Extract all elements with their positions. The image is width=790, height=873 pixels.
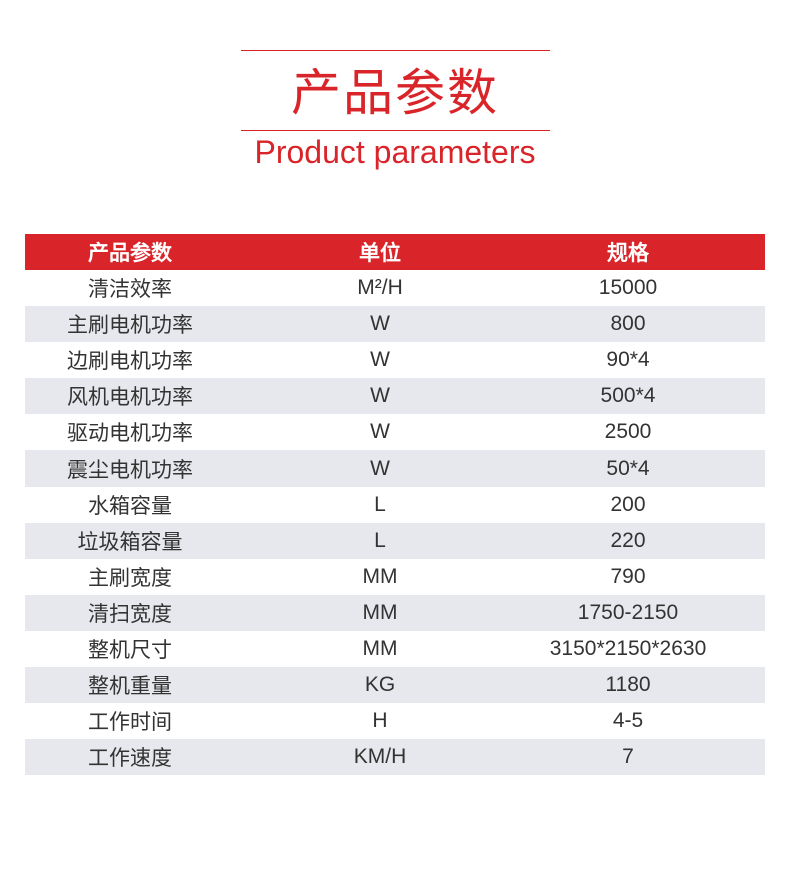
table-cell: MM bbox=[362, 636, 398, 660]
top-divider bbox=[241, 50, 550, 51]
table-cell: 220 bbox=[610, 528, 646, 552]
table-cell: 1750-2150 bbox=[577, 600, 679, 624]
table-cell: 清洁效率 bbox=[88, 277, 172, 302]
table-cell: 主刷宽度 bbox=[88, 565, 172, 590]
table-cell: 水箱容量 bbox=[88, 493, 172, 518]
table-cell: W bbox=[370, 312, 390, 336]
table-cell: 800 bbox=[610, 312, 646, 336]
table-cell: 边刷电机功率 bbox=[67, 349, 193, 374]
table-cell: W bbox=[370, 456, 390, 480]
table-row: 工作时间 H 4-5 bbox=[25, 703, 765, 739]
page-title: 产品参数 bbox=[291, 64, 499, 122]
table-row: 工作速度 KM/H 7 bbox=[25, 739, 765, 776]
table-cell: 200 bbox=[610, 492, 646, 516]
table-cell: 工作时间 bbox=[88, 710, 172, 735]
table-cell: 整机尺寸 bbox=[88, 637, 172, 662]
table-cell: M²/H bbox=[357, 276, 403, 300]
table-row: 整机尺寸 MM 3150*2150*2630 bbox=[25, 631, 765, 667]
header-cell: 规格 bbox=[607, 241, 649, 265]
table-cell: 790 bbox=[610, 564, 646, 588]
table-row: 清洁效率 M²/H 15000 bbox=[25, 270, 765, 306]
table-cell: 风机电机功率 bbox=[67, 385, 193, 410]
table-row: 主刷宽度 MM 790 bbox=[25, 559, 765, 595]
table-cell: 500*4 bbox=[600, 384, 656, 408]
table-row: 震尘电机功率 W 50*4 bbox=[25, 450, 765, 487]
table-cell: 15000 bbox=[598, 276, 658, 300]
table-row: 整机重量 KG 1180 bbox=[25, 667, 765, 704]
table-cell: 3150*2150*2630 bbox=[549, 636, 707, 660]
page-subtitle: Product parameters bbox=[254, 134, 536, 170]
table-cell: 1180 bbox=[605, 673, 651, 697]
table-cell: 垃圾箱容量 bbox=[77, 529, 183, 554]
parameters-table: 产品参数 单位 规格 清洁效率 M²/H 15000 主刷电机功率 W 800 边刷电机功率… bbox=[25, 234, 765, 776]
table-cell: 震尘电机功率 bbox=[67, 457, 193, 482]
table-cell: 4-5 bbox=[612, 709, 644, 733]
table-cell: L bbox=[374, 528, 386, 552]
table-header: 产品参数 单位 规格 bbox=[25, 234, 765, 270]
table-cell: W bbox=[370, 348, 390, 372]
table-cell: 7 bbox=[622, 745, 634, 769]
table-cell: 50*4 bbox=[606, 456, 650, 480]
table-cell: L bbox=[374, 492, 386, 516]
table-row: 水箱容量 L 200 bbox=[25, 487, 765, 523]
middle-divider bbox=[241, 130, 550, 131]
table-cell: 2500 bbox=[604, 420, 652, 444]
table-cell: MM bbox=[362, 564, 398, 588]
table-cell: H bbox=[372, 709, 388, 733]
table-cell: W bbox=[370, 384, 390, 408]
table-cell: 主刷电机功率 bbox=[67, 313, 193, 338]
header-cell: 产品参数 bbox=[88, 241, 172, 265]
table-row: 边刷电机功率 W 90*4 bbox=[25, 342, 765, 378]
table-cell: KM/H bbox=[353, 745, 407, 769]
table-row: 驱动电机功率 W 2500 bbox=[25, 414, 765, 450]
table-cell: MM bbox=[362, 600, 398, 624]
table-cell: 清扫宽度 bbox=[88, 601, 172, 626]
table-cell: 90*4 bbox=[606, 348, 650, 372]
table-cell: 整机重量 bbox=[88, 674, 172, 699]
table-row: 清扫宽度 MM 1750-2150 bbox=[25, 594, 765, 631]
table-cell: 工作速度 bbox=[88, 746, 172, 771]
table-row: 主刷电机功率 W 800 bbox=[25, 306, 765, 343]
table-cell: KG bbox=[364, 673, 396, 697]
table-row: 风机电机功率 W 500*4 bbox=[25, 378, 765, 415]
table-row: 垃圾箱容量 L 220 bbox=[25, 522, 765, 559]
header-cell: 单位 bbox=[359, 241, 401, 265]
table-cell: 驱动电机功率 bbox=[67, 421, 193, 446]
table-cell: W bbox=[370, 420, 390, 444]
